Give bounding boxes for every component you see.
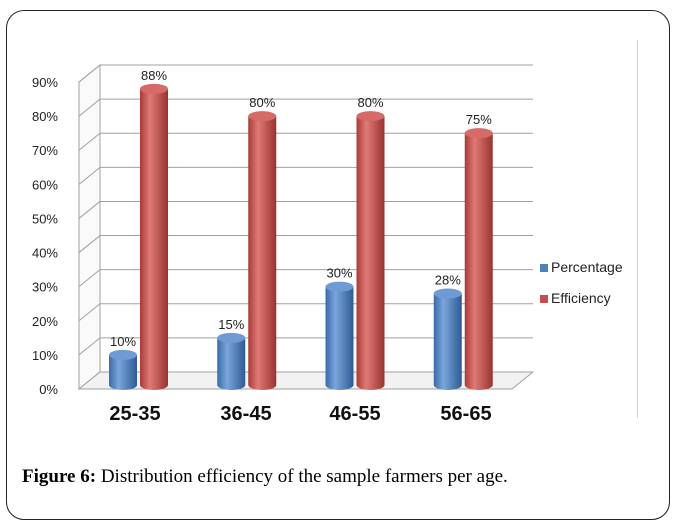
data-label: 30% (326, 266, 352, 281)
legend-label: Efficiency (551, 290, 611, 306)
data-label: 88% (141, 68, 167, 83)
bar-top (325, 281, 354, 292)
grid-line-diag (78, 269, 101, 288)
y-tick-label: 40% (32, 246, 58, 261)
bar-top (464, 128, 493, 139)
y-tick-label: 20% (32, 314, 58, 329)
figure-caption: Figure 6: Distribution efficiency of the… (22, 466, 508, 488)
x-tick-label: 56-65 (440, 403, 491, 425)
data-label: 80% (357, 95, 383, 110)
grid-line-diag (78, 201, 101, 219)
y-tick-label: 50% (32, 211, 58, 226)
legend-swatch (540, 264, 548, 272)
bar-top (109, 349, 137, 360)
grid-line-diag (78, 235, 101, 253)
grid-line-diag (78, 98, 101, 117)
plot-area-divider (637, 40, 638, 418)
chart-axes: 0% 10% 20% 30% 40% 50% 60% 70% 80% 90% 25-35 36-45 4… (32, 75, 492, 425)
grid-line-diag (78, 337, 101, 356)
grid-line-diag (78, 166, 101, 185)
y-tick-label: 60% (32, 177, 58, 192)
y-tick-label: 80% (32, 109, 58, 124)
x-tick-label: 36-45 (220, 403, 271, 425)
bar-percentage-25-35 (109, 354, 137, 390)
caption-label: Figure 6: (22, 466, 97, 487)
caption-text: Distribution efficiency of the sample fa… (96, 466, 508, 487)
grid-line-diag (78, 132, 101, 151)
bar-top (433, 288, 462, 299)
y-tick-label: 0% (39, 382, 58, 397)
data-label: 10% (110, 334, 136, 349)
bar-efficiency-46-55 (356, 116, 385, 390)
y-tick-label: 70% (32, 143, 58, 158)
bar-efficiency-25-35 (140, 88, 168, 391)
bar-efficiency-56-65 (464, 133, 493, 390)
bar-efficiency-36-45 (248, 116, 277, 390)
bar-percentage-56-65 (433, 293, 462, 390)
x-tick-label: 25-35 (109, 403, 160, 425)
bar-top (217, 332, 246, 343)
chart-legend: Percentage Efficiency (540, 259, 623, 306)
bar-top (140, 83, 168, 94)
data-label: 80% (249, 95, 275, 110)
data-label: 28% (435, 272, 461, 287)
bar-top (248, 111, 277, 122)
chart-bars: 10% 88% 15% 80% 30% 80% 28% 75% (109, 68, 493, 391)
x-tick-label: 46-55 (329, 403, 380, 425)
data-label: 75% (466, 112, 492, 127)
grid-line-diag (78, 64, 101, 83)
legend-swatch (540, 295, 548, 303)
bar-percentage-36-45 (217, 337, 246, 390)
legend-label: Percentage (551, 259, 623, 275)
data-label: 15% (218, 317, 244, 332)
grid-line-diag (78, 303, 101, 322)
figure-frame (6, 10, 670, 520)
bar-top (356, 111, 385, 122)
y-tick-label: 10% (32, 348, 58, 363)
y-tick-label: 30% (32, 280, 58, 295)
y-tick-label: 90% (32, 75, 58, 90)
bar-percentage-46-55 (325, 286, 354, 390)
